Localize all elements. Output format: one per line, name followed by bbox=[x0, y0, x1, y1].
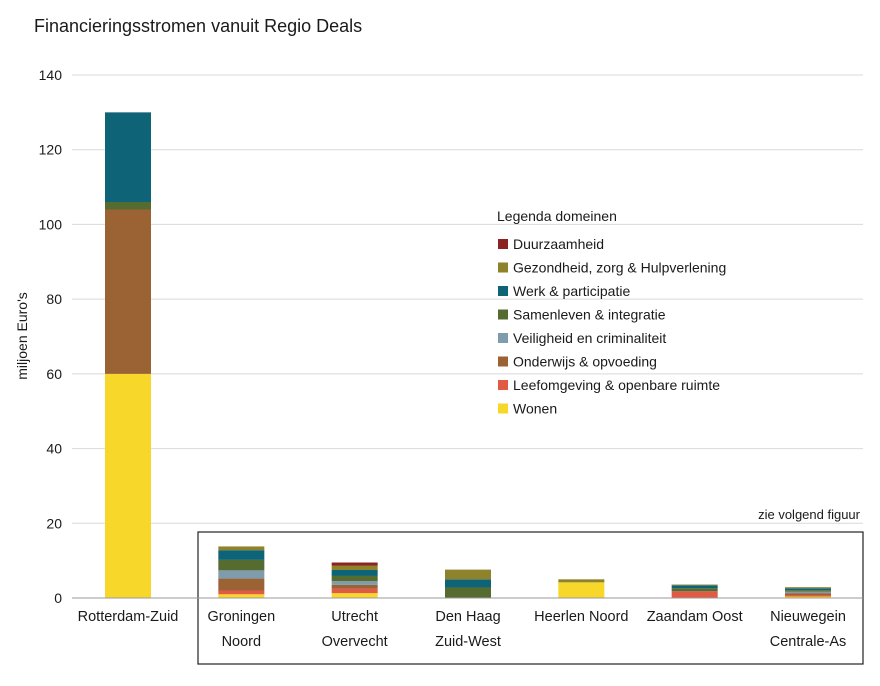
bar-segment bbox=[445, 587, 491, 598]
bar-segment bbox=[785, 590, 831, 592]
y-tick-label: 40 bbox=[46, 441, 62, 457]
bar-segment bbox=[331, 569, 378, 576]
chart-title: Financieringsstromen vanuit Regio Deals bbox=[34, 16, 362, 36]
y-axis-ticks: 0 20 40 60 80 100 120 140 bbox=[39, 67, 63, 606]
legend-label: Leefomgeving & openbare ruimte bbox=[513, 377, 720, 393]
y-tick-label: 20 bbox=[46, 515, 62, 531]
legend-swatch bbox=[498, 403, 508, 414]
y-tick-label: 80 bbox=[46, 291, 62, 307]
bar-segment bbox=[785, 587, 831, 589]
category-label: Noord bbox=[222, 634, 262, 650]
note-label: zie volgend figuur bbox=[758, 507, 861, 522]
bar-segment bbox=[218, 590, 265, 595]
y-tick-label: 140 bbox=[39, 67, 63, 83]
legend-swatch bbox=[498, 356, 508, 367]
category-label: Overvecht bbox=[322, 634, 388, 650]
category-label: Groningen bbox=[207, 609, 275, 625]
legend-swatch bbox=[498, 239, 508, 249]
legend-label: Duurzaamheid bbox=[513, 236, 604, 252]
legend-swatch bbox=[498, 309, 508, 320]
category-label: Zuid-West bbox=[435, 634, 501, 650]
bar-segment bbox=[331, 581, 378, 585]
bar-segment bbox=[218, 559, 265, 571]
x-axis-labels: Rotterdam-Zuid Groningen Noord Utrecht Overv… bbox=[78, 609, 847, 650]
bar-segment bbox=[218, 550, 265, 560]
bar-segment bbox=[218, 594, 265, 598]
legend-label: Gezondheid, zorg & Hulpverlening bbox=[513, 260, 726, 276]
category-label: Den Haag bbox=[435, 609, 500, 625]
bar-segment bbox=[105, 202, 151, 210]
bar-segment bbox=[331, 588, 378, 594]
bar-segment bbox=[671, 584, 718, 586]
category-label: Nieuwegein bbox=[770, 609, 846, 625]
bar-segment bbox=[105, 112, 151, 203]
bar-segment bbox=[218, 546, 265, 551]
bar-segment bbox=[445, 579, 491, 588]
bar-segment bbox=[558, 579, 605, 583]
category-label: Zaandam Oost bbox=[647, 609, 743, 625]
legend-swatch bbox=[498, 262, 508, 273]
bar-segment bbox=[785, 593, 831, 596]
bars bbox=[105, 112, 831, 598]
y-tick-label: 0 bbox=[54, 590, 62, 606]
bar-segment bbox=[785, 588, 831, 591]
bar-segment bbox=[331, 593, 378, 598]
category-label: Heerlen Noord bbox=[534, 609, 628, 625]
category-label: Utrecht bbox=[331, 609, 378, 625]
legend-label: Samenleven & integratie bbox=[513, 307, 666, 323]
bar-segment bbox=[331, 575, 378, 582]
category-label: Centrale-As bbox=[770, 634, 847, 650]
legend-label: Wonen bbox=[513, 401, 557, 417]
legend-swatch bbox=[498, 333, 508, 343]
bar-segment bbox=[331, 562, 378, 566]
bar-segment bbox=[671, 585, 718, 589]
bar-segment bbox=[331, 565, 378, 570]
bar-segment bbox=[331, 584, 378, 589]
legend-label: Veiligheid en criminaliteit bbox=[513, 330, 666, 346]
legend-swatch bbox=[498, 286, 508, 296]
bar-segment bbox=[785, 595, 831, 597]
bar-segment bbox=[558, 582, 605, 598]
legend-label: Werk & participatie bbox=[513, 283, 630, 299]
bar-segment bbox=[671, 588, 718, 592]
y-tick-label: 120 bbox=[39, 142, 63, 158]
bar-segment bbox=[785, 596, 831, 598]
bar-segment bbox=[105, 209, 151, 374]
legend-swatch bbox=[498, 380, 508, 390]
y-axis-label: miljoen Euro's bbox=[14, 292, 30, 380]
bar-segment bbox=[218, 578, 265, 591]
grid bbox=[72, 74, 863, 524]
legend-label: Onderwijs & opvoeding bbox=[513, 354, 657, 370]
y-tick-label: 60 bbox=[46, 366, 62, 382]
legend-title: Legenda domeinen bbox=[497, 208, 617, 224]
bar-segment bbox=[218, 570, 265, 579]
bar-segment bbox=[445, 569, 491, 580]
legend: Legenda domeinen Duurzaamheid Gezondheid,… bbox=[497, 208, 726, 417]
bar-segment bbox=[785, 591, 831, 594]
category-label: Rotterdam-Zuid bbox=[78, 609, 179, 625]
bar-segment bbox=[671, 591, 718, 598]
y-tick-label: 100 bbox=[39, 216, 63, 232]
bar-segment bbox=[105, 373, 151, 598]
